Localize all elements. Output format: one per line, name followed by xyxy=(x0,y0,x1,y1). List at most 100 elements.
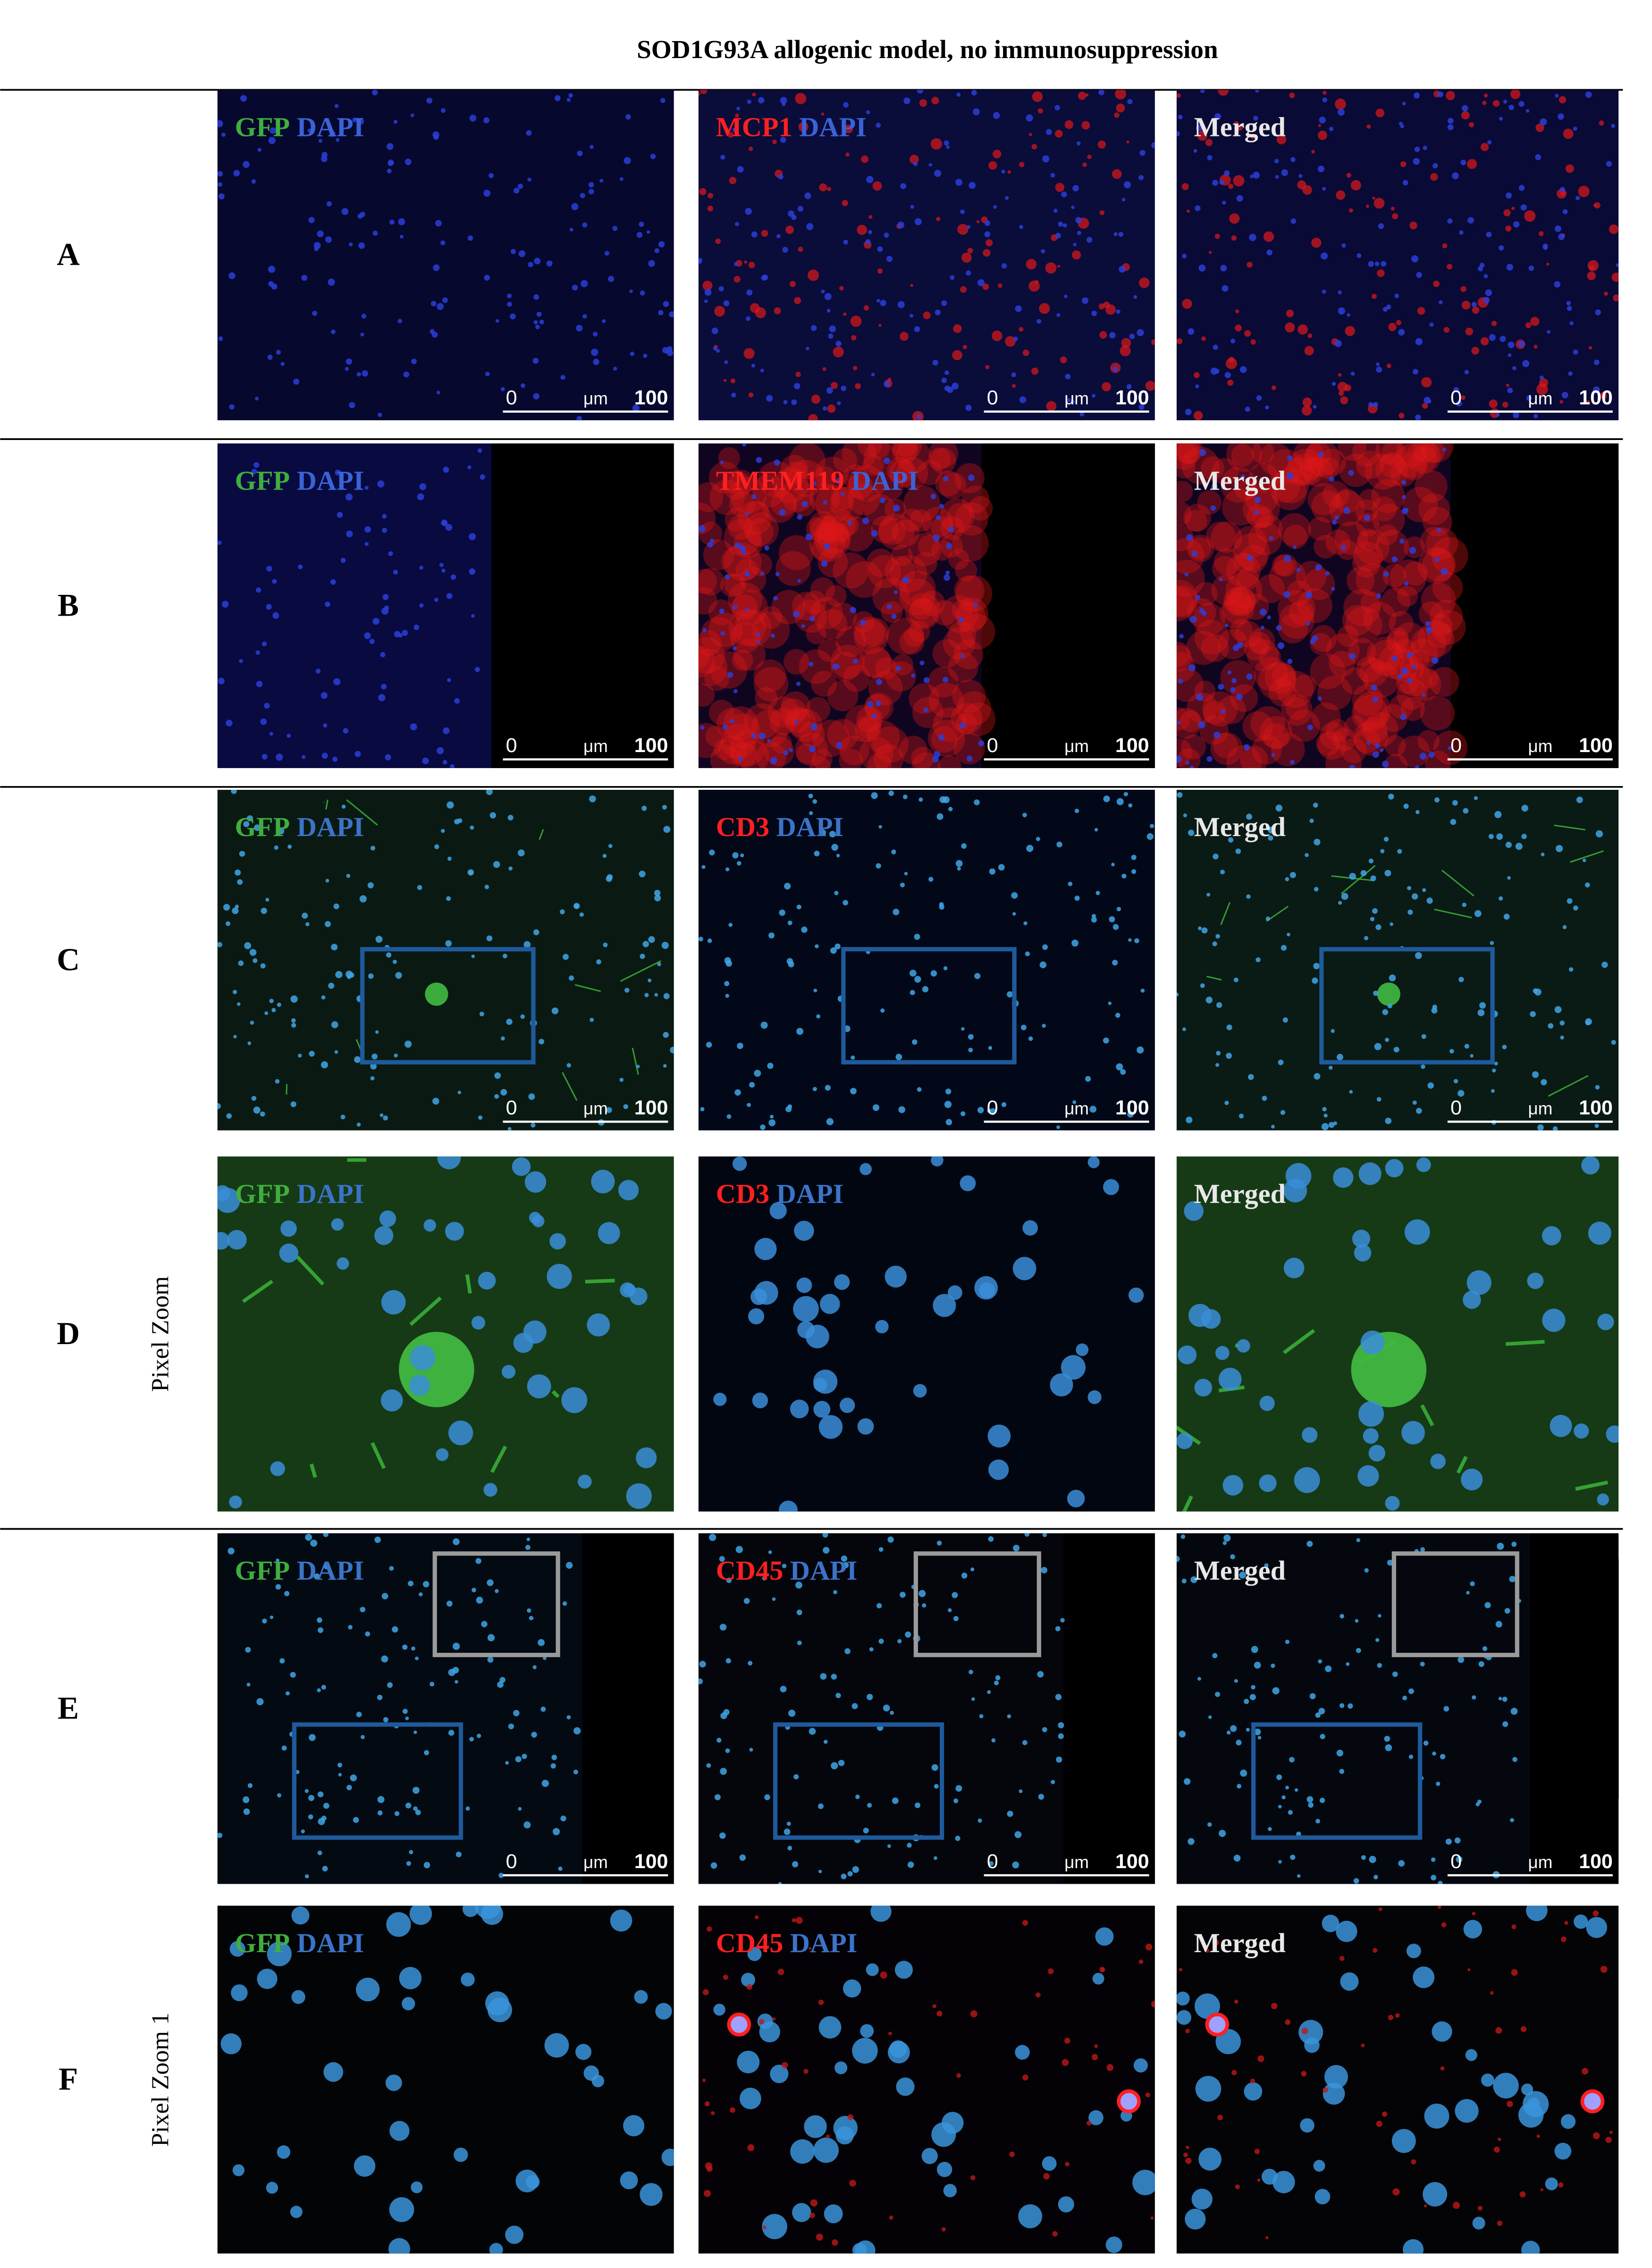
nucleus xyxy=(1398,329,1405,336)
nucleus xyxy=(1206,756,1213,762)
nucleus xyxy=(526,130,532,136)
nucleus xyxy=(569,228,573,232)
nucleus xyxy=(389,2197,414,2222)
nucleus xyxy=(354,751,361,757)
nucleus xyxy=(719,1624,727,1631)
nucleus xyxy=(538,1639,545,1646)
red-signal xyxy=(783,649,809,675)
red-signal xyxy=(890,555,927,593)
red-signal xyxy=(930,448,956,474)
red-signal xyxy=(1538,231,1544,237)
red-signal xyxy=(1507,2100,1513,2107)
nucleus xyxy=(1197,926,1202,931)
nucleus xyxy=(768,932,775,939)
nucleus xyxy=(1198,2148,1222,2171)
nucleus xyxy=(1354,1244,1372,1262)
nucleus xyxy=(1176,755,1182,763)
nucleus xyxy=(1474,796,1478,800)
nucleus xyxy=(828,333,834,339)
red-signal xyxy=(714,738,735,760)
red-signal xyxy=(1337,625,1359,647)
nucleus xyxy=(281,1745,287,1751)
red-signal xyxy=(743,348,755,359)
nucleus xyxy=(1436,1781,1441,1786)
nucleus xyxy=(943,677,949,683)
red-signal xyxy=(857,225,867,235)
nucleus xyxy=(944,1100,952,1109)
channel-label: CD3 DAPI xyxy=(716,812,844,842)
side-label: Pixel Zoom xyxy=(147,1276,174,1392)
red-signal xyxy=(761,229,768,237)
nucleus xyxy=(487,1634,495,1642)
red-signal xyxy=(1299,457,1322,480)
red-signal xyxy=(875,657,898,680)
nucleus xyxy=(1246,894,1251,899)
nucleus xyxy=(308,217,315,223)
red-signal xyxy=(1519,2191,1526,2198)
red-signal xyxy=(1506,383,1509,387)
red-signal xyxy=(1177,443,1200,464)
nucleus xyxy=(733,262,738,266)
nucleus xyxy=(1364,515,1370,521)
nucleus xyxy=(1041,249,1045,254)
nucleus xyxy=(725,994,729,998)
nucleus xyxy=(305,1533,312,1541)
nucleus xyxy=(1419,753,1427,760)
red-signal xyxy=(798,122,809,132)
nucleus xyxy=(352,118,357,123)
nucleus xyxy=(624,988,630,993)
red-signal xyxy=(892,443,918,464)
nucleus xyxy=(364,486,369,490)
red-signal xyxy=(940,499,975,533)
nucleus xyxy=(931,1764,938,1771)
nucleus xyxy=(439,563,444,567)
red-signal xyxy=(988,161,997,170)
nucleus xyxy=(952,382,959,389)
nucleus xyxy=(961,843,967,849)
nucleus xyxy=(930,493,936,499)
red-signal xyxy=(1037,108,1043,114)
red-signal xyxy=(1288,710,1320,742)
nucleus xyxy=(1389,974,1396,982)
red-signal xyxy=(1432,572,1463,603)
nucleus xyxy=(386,952,392,958)
red-signal xyxy=(937,755,961,768)
nucleus xyxy=(218,336,223,341)
red-signal xyxy=(1361,2043,1365,2048)
nucleus xyxy=(945,1119,952,1126)
nucleus xyxy=(1506,263,1513,271)
nucleus xyxy=(768,1550,772,1554)
nucleus xyxy=(1233,1854,1241,1862)
red-signal xyxy=(1378,1907,1382,1911)
nucleus xyxy=(620,177,624,181)
nucleus xyxy=(796,1609,802,1616)
red-signal xyxy=(762,2225,767,2229)
nucleus xyxy=(1137,1046,1144,1054)
red-signal xyxy=(1183,504,1211,532)
nucleus xyxy=(358,242,365,249)
nucleus xyxy=(1223,1534,1231,1542)
row-label: B xyxy=(58,588,79,623)
red-signal xyxy=(1593,2132,1600,2140)
nucleus xyxy=(1489,334,1496,341)
gfp-process xyxy=(465,1274,472,1294)
red-signal xyxy=(1438,1905,1441,1909)
nucleus xyxy=(1005,196,1009,200)
nucleus xyxy=(257,1968,278,1989)
nucleus xyxy=(1308,1802,1314,1808)
nucleus xyxy=(413,1786,420,1794)
red-signal xyxy=(789,443,826,479)
nucleus xyxy=(1300,2118,1315,2133)
nucleus xyxy=(571,203,579,211)
red-signal xyxy=(833,347,844,358)
nucleus xyxy=(726,1114,732,1119)
nucleus xyxy=(1287,932,1290,937)
nucleus xyxy=(943,476,949,482)
red-signal xyxy=(818,638,841,662)
nucleus xyxy=(860,619,866,626)
nucleus xyxy=(380,1389,403,1412)
red-signal xyxy=(833,448,857,473)
nucleus xyxy=(793,1296,819,1322)
nucleus xyxy=(944,574,950,581)
